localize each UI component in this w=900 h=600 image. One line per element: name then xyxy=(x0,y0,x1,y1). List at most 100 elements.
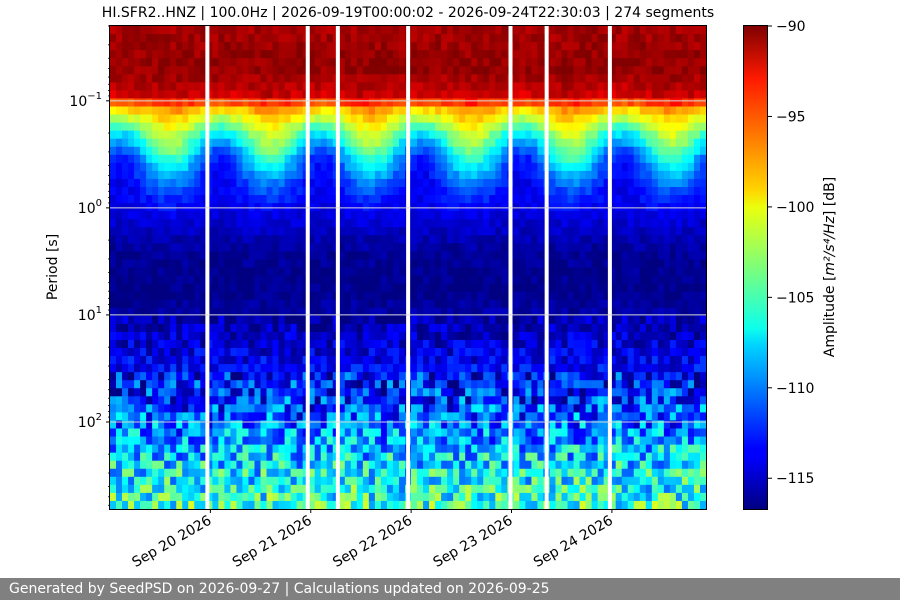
heatmap-cell xyxy=(248,195,256,204)
heatmap-cell xyxy=(585,468,593,478)
heatmap-cell xyxy=(182,98,189,108)
heatmap-cell xyxy=(368,372,376,381)
heatmap-cell xyxy=(290,211,298,220)
heatmap-cell xyxy=(320,452,328,462)
heatmap-cell xyxy=(326,396,334,405)
heatmap-cell xyxy=(417,42,424,51)
heatmap-cell xyxy=(164,476,171,486)
heatmap-cell xyxy=(158,468,165,478)
heatmap-cell xyxy=(356,356,364,365)
heatmap-cell xyxy=(380,154,388,164)
heatmap-cell xyxy=(573,106,581,116)
heatmap-cell xyxy=(555,356,563,365)
heatmap-cell xyxy=(392,259,400,269)
heatmap-cell xyxy=(236,162,244,172)
heatmap-cell xyxy=(417,372,424,381)
heatmap-cell xyxy=(549,82,557,91)
heatmap-cell xyxy=(471,484,478,494)
heatmap-cell xyxy=(603,106,611,116)
heatmap-cell xyxy=(182,339,189,349)
heatmap-cell xyxy=(579,90,587,100)
heatmap-cell xyxy=(272,364,280,373)
heatmap-cell xyxy=(579,259,587,269)
heatmap-cell xyxy=(314,388,322,397)
heatmap-cell xyxy=(224,74,232,83)
heatmap-cell xyxy=(212,364,219,373)
heatmap-cell xyxy=(537,50,545,59)
heatmap-cell xyxy=(513,348,520,357)
heatmap-cell xyxy=(188,388,195,397)
heatmap-cell xyxy=(549,444,557,454)
heatmap-cell xyxy=(368,307,376,317)
heatmap-cell xyxy=(230,428,238,438)
heatmap-cell xyxy=(531,283,539,293)
heatmap-cell xyxy=(266,178,274,188)
heatmap-cell xyxy=(206,50,213,59)
heatmap-cell xyxy=(495,114,502,124)
heatmap-cell xyxy=(110,98,117,108)
heatmap-cell xyxy=(296,396,304,405)
heatmap-cell xyxy=(188,444,195,454)
heatmap-cell xyxy=(579,235,587,244)
heatmap-cell xyxy=(236,331,244,341)
heatmap-cell xyxy=(537,34,545,43)
heatmap-cell xyxy=(609,130,617,140)
heatmap-cell xyxy=(477,404,484,413)
heatmap-cell xyxy=(122,388,129,397)
heatmap-cell xyxy=(483,130,490,140)
heatmap-cell xyxy=(134,122,141,132)
heatmap-cell xyxy=(519,444,526,454)
heatmap-cell xyxy=(585,356,593,365)
heatmap-cell xyxy=(441,146,448,156)
heatmap-cell xyxy=(266,154,274,164)
heatmap-cell xyxy=(398,428,406,438)
heatmap-cell xyxy=(272,436,280,446)
heatmap-cell xyxy=(435,323,442,333)
heatmap-cell xyxy=(392,211,400,220)
heatmap-cell xyxy=(182,34,189,43)
heatmap-cell xyxy=(116,315,123,325)
heatmap-cell xyxy=(374,98,382,108)
heatmap-cell xyxy=(284,404,292,413)
heatmap-cell xyxy=(206,219,213,228)
heatmap-cell xyxy=(206,251,213,261)
heatmap-cell xyxy=(260,98,268,108)
heatmap-cell xyxy=(188,420,195,430)
heatmap-cell xyxy=(248,412,256,422)
heatmap-cell xyxy=(242,331,250,341)
heatmap-cell xyxy=(254,468,262,478)
heatmap-cell xyxy=(483,219,490,228)
heatmap-cell xyxy=(597,34,605,43)
heatmap-cell xyxy=(254,74,262,83)
heatmap-cell xyxy=(356,106,364,116)
heatmap-cell xyxy=(140,162,147,172)
heatmap-cell xyxy=(140,82,147,91)
heatmap-cell xyxy=(122,259,129,269)
heatmap-cell xyxy=(152,26,159,35)
heatmap-cell xyxy=(597,444,605,454)
heatmap-cell xyxy=(441,500,448,510)
heatmap-cell xyxy=(471,130,478,140)
heatmap-cell xyxy=(158,428,165,438)
heatmap-cell xyxy=(278,452,286,462)
heatmap-cell xyxy=(555,227,563,236)
heatmap-cell xyxy=(110,452,117,462)
heatmap-cell xyxy=(206,162,213,172)
heatmap-cell xyxy=(368,356,376,365)
heatmap-cell xyxy=(278,219,286,228)
heatmap-cell xyxy=(441,348,448,357)
heatmap-cell xyxy=(230,187,238,196)
heatmap-cell xyxy=(603,299,611,309)
heatmap-cell xyxy=(374,460,382,470)
heatmap-cell xyxy=(278,291,286,301)
heatmap-cell xyxy=(374,90,382,100)
heatmap-cell xyxy=(212,396,219,405)
heatmap-cell xyxy=(519,339,526,349)
heatmap-cell xyxy=(453,388,460,397)
heatmap-cell xyxy=(140,58,147,67)
heatmap-cell xyxy=(350,58,358,67)
heatmap-cell xyxy=(465,291,472,301)
heatmap-cell xyxy=(146,331,153,341)
heatmap-cell xyxy=(465,195,472,204)
heatmap-cell xyxy=(386,468,394,478)
